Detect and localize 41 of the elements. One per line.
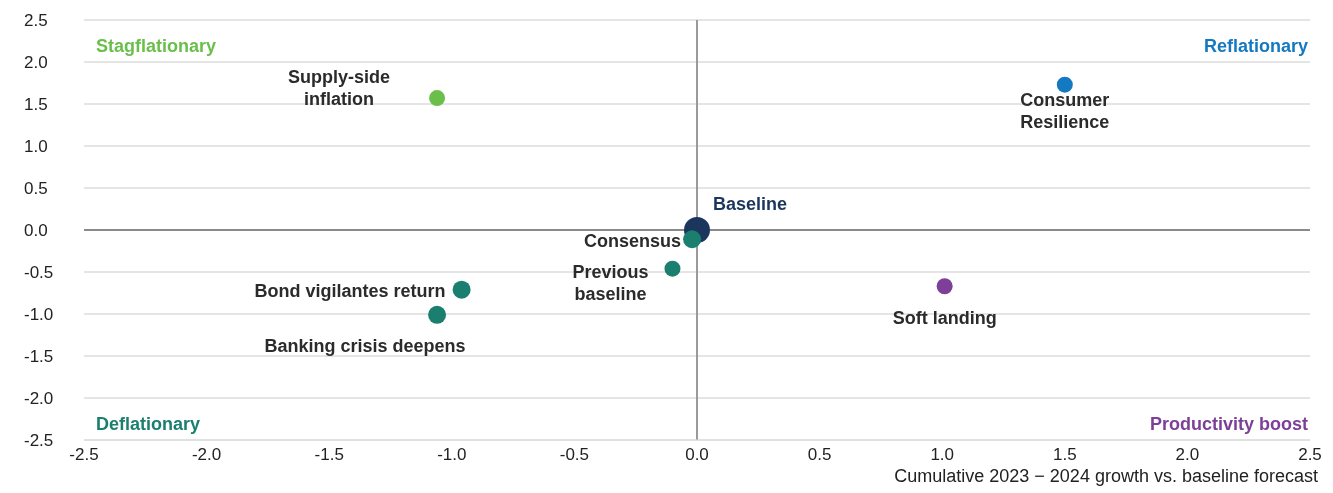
x-tick-label: -2.5 bbox=[69, 445, 99, 465]
x-tick-label: 1.0 bbox=[930, 445, 955, 465]
series-label: Consensus bbox=[584, 231, 682, 252]
point bbox=[428, 305, 447, 324]
point bbox=[936, 278, 953, 295]
annotation: Productivity boost bbox=[1149, 414, 1308, 434]
annotation: Reflationary bbox=[1203, 36, 1308, 56]
x-tick-label: -1.0 bbox=[437, 445, 467, 465]
series-label: Baseline bbox=[713, 194, 788, 214]
x-tick-label: 2.5 bbox=[1298, 445, 1322, 465]
point bbox=[1056, 76, 1073, 93]
y-tick-label: -1.0 bbox=[24, 305, 54, 325]
x-tick-label: 0.0 bbox=[685, 445, 709, 465]
x-tick-label: -0.5 bbox=[559, 445, 590, 465]
point bbox=[664, 260, 681, 277]
series-label: Banking crisis deepens bbox=[264, 335, 466, 356]
y-tick-label: 2.5 bbox=[24, 11, 48, 31]
y-tick-label: 0.5 bbox=[24, 179, 48, 199]
y-tick-label: 2.0 bbox=[24, 53, 48, 73]
x-axis-title: Cumulative 2023 − 2024 growth vs. baseline forecast bbox=[894, 466, 1318, 486]
annotation: Deflationary bbox=[96, 414, 201, 434]
x-tick-label: -2.0 bbox=[191, 445, 222, 465]
point bbox=[429, 90, 446, 107]
text: Supply-side inflation bbox=[288, 67, 391, 110]
x-tick-label: -1.5 bbox=[314, 445, 344, 465]
y-tick-label: -1.5 bbox=[24, 347, 54, 367]
series-label: Consumer Resilience bbox=[1020, 89, 1110, 132]
x-tick-label: 1.5 bbox=[1052, 445, 1077, 465]
annotation: Stagflationary bbox=[96, 36, 217, 56]
y-tick-label: -0.5 bbox=[24, 263, 54, 283]
series-label: Soft landing bbox=[892, 308, 997, 329]
x-tick-label: 0.5 bbox=[807, 445, 832, 465]
y-tick-label: -2.5 bbox=[24, 431, 54, 451]
series-label: Previous baseline bbox=[572, 261, 649, 304]
x-tick-label: 2.0 bbox=[1175, 445, 1200, 465]
y-tick-label: 0.0 bbox=[24, 221, 48, 241]
y-tick-label: -2.0 bbox=[24, 389, 54, 409]
y-tick-label: 1.0 bbox=[24, 137, 48, 157]
series-label: Bond vigilantes return bbox=[254, 280, 446, 301]
y-tick-label: 1.5 bbox=[24, 95, 48, 115]
point bbox=[452, 280, 471, 299]
